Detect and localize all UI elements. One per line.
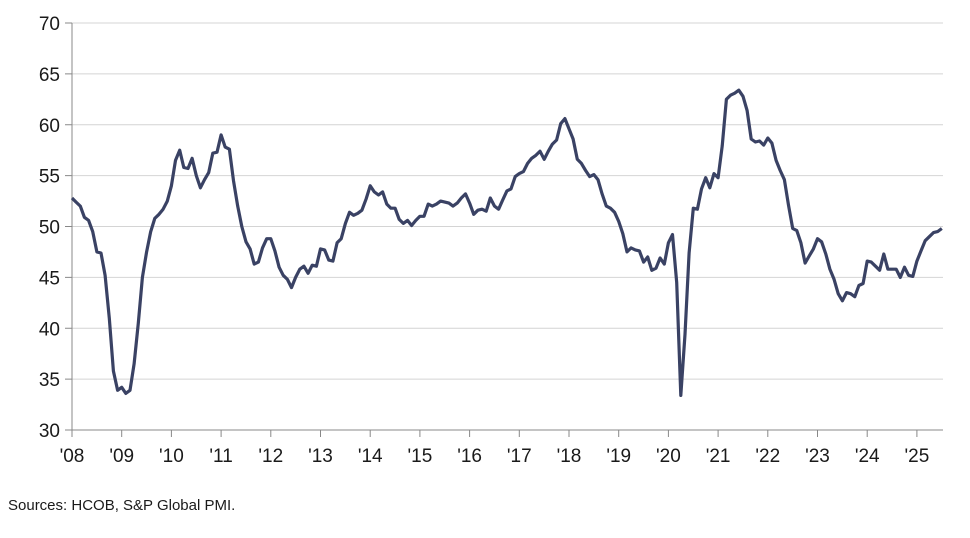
pmi-line-chart: 30 35 40 45 50 55 60 65 70 '08 '09 '10 '11 '12 '13 '14…	[39, 14, 943, 467]
x-tick-label: '13	[308, 446, 333, 467]
y-tick-label: 70	[39, 14, 60, 35]
source-note: Sources: HCOB, S&P Global PMI.	[8, 497, 236, 514]
x-tick-label: '17	[507, 446, 532, 467]
x-tick-label: '12	[258, 446, 283, 467]
x-tick-label: '08	[60, 446, 85, 467]
y-tick-label: 55	[39, 167, 60, 188]
x-tick-label: '09	[109, 446, 134, 467]
x-tick-label: '15	[408, 446, 433, 467]
x-tick-label: '16	[457, 446, 482, 467]
y-tick-label: 65	[39, 65, 60, 86]
x-tick-label: '25	[905, 446, 930, 467]
y-tick-label: 35	[39, 370, 60, 391]
y-tick-label: 40	[39, 319, 60, 340]
x-axis-ticks: '08 '09 '10 '11 '12 '13 '14 '15 '16 '17 '18 '19 '20 '…	[60, 430, 930, 467]
y-tick-label: 45	[39, 268, 60, 289]
x-tick-label: '20	[656, 446, 681, 467]
x-tick-label: '10	[159, 446, 184, 467]
x-tick-label: '18	[557, 446, 582, 467]
gridlines	[72, 22, 943, 380]
x-tick-label: '14	[358, 446, 383, 467]
y-tick-label: 60	[39, 116, 60, 137]
y-tick-label: 50	[39, 218, 60, 239]
x-tick-label: '23	[805, 446, 830, 467]
series-line	[70, 88, 943, 397]
y-axis-ticks: 30 35 40 45 50 55 60 65 70	[39, 14, 72, 442]
x-tick-label: '11	[209, 446, 232, 467]
x-tick-label: '19	[606, 446, 631, 467]
x-tick-label: '22	[755, 446, 780, 467]
x-tick-label: '21	[706, 446, 731, 467]
y-tick-label: 30	[39, 421, 60, 442]
x-tick-label: '24	[855, 446, 880, 467]
